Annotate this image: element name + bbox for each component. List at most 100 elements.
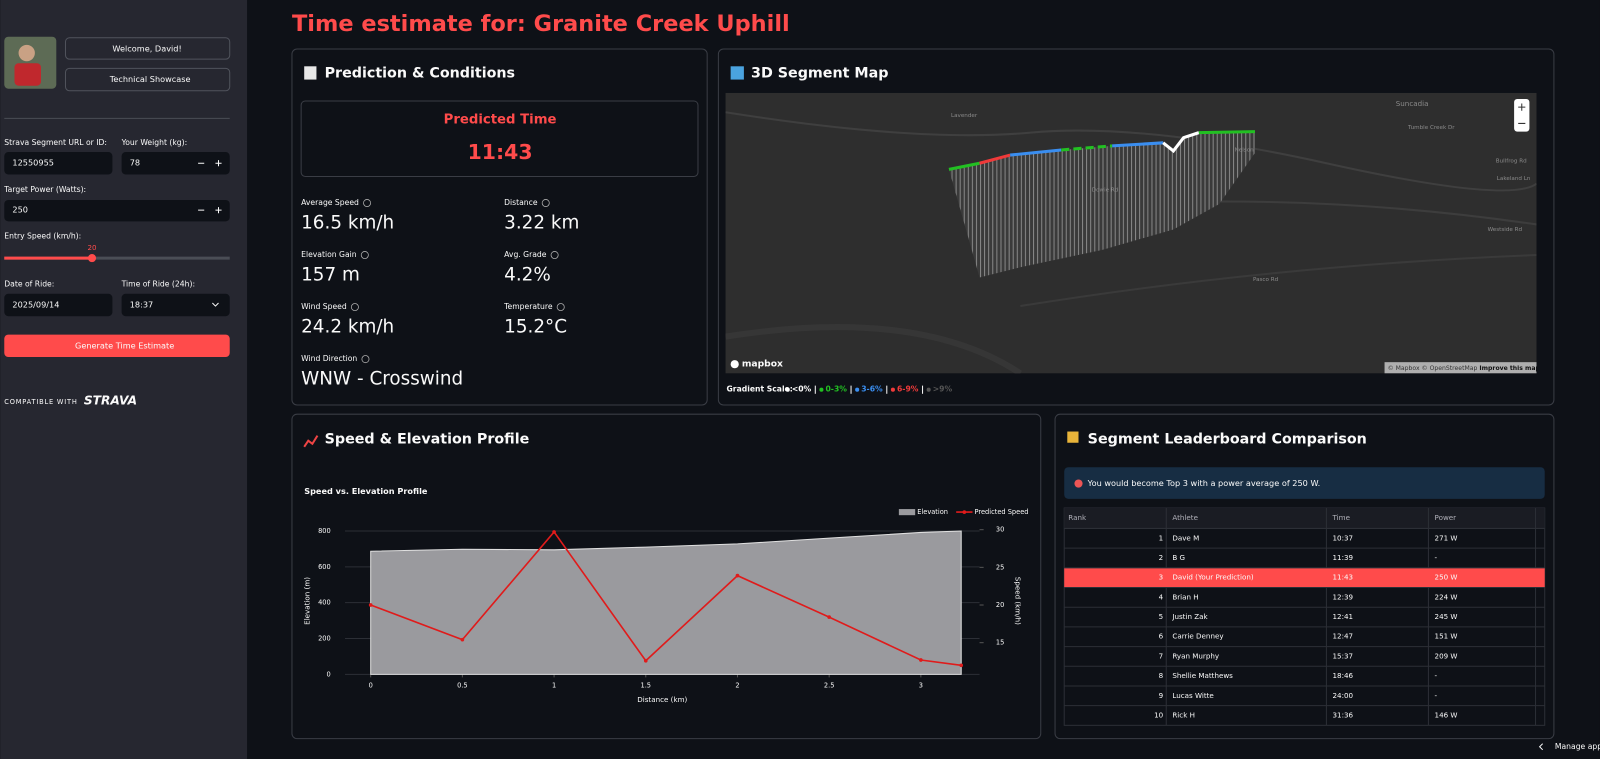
highlight-row: [1064, 567, 1545, 588]
showcase-text: Technical Showcase: [109, 74, 191, 84]
manage-chevron: [1538, 743, 1544, 751]
y-tick-label: 800: [318, 527, 331, 535]
predicted-value: 11:43: [468, 140, 533, 164]
legend-label: Predicted Speed: [975, 508, 1029, 516]
legend-swatch: [962, 510, 967, 514]
y-tick-label: 0: [327, 670, 331, 678]
panel-title: 3D Segment Map: [751, 65, 888, 81]
map-ridge: [725, 324, 1023, 374]
x-tick-label: 1: [552, 682, 556, 690]
panel-icon: [303, 435, 319, 448]
metric-value: 15.2°C: [504, 316, 567, 337]
y2-tick-label: 15: [996, 639, 1004, 647]
table-cell: 12:47: [1333, 632, 1354, 641]
table-cell: Dave M: [1172, 533, 1199, 542]
scale-swatch: [785, 387, 790, 392]
help-icon: [550, 251, 559, 260]
table-frame: [1063, 507, 1546, 726]
chart-title: Speed vs. Elevation Profile: [304, 486, 428, 496]
y2-axis-title: Speed (km/h): [1013, 577, 1022, 625]
panel-title: Prediction & Conditions: [325, 65, 515, 81]
speed-point: [959, 663, 964, 668]
table-cell: 18:46: [1333, 671, 1354, 680]
table-cell: 10:37: [1333, 533, 1354, 542]
panel-title: Segment Leaderboard Comparison: [1088, 432, 1367, 448]
power-input[interactable]: [4, 199, 230, 222]
route: [1061, 144, 1113, 152]
map-label: Nelson: [1235, 147, 1255, 153]
page-title: Time estimate for: Granite Creek Uphill: [292, 11, 790, 37]
x-tick-label: 3: [919, 682, 923, 690]
x-tick-label: 1.5: [640, 682, 651, 690]
table-cell: 4: [1159, 592, 1164, 601]
info-message: You would become Top 3 with a power aver…: [1087, 478, 1321, 488]
table-cell: Carrie Denney: [1172, 632, 1223, 641]
stepper[interactable]: [198, 160, 222, 167]
improve-link[interactable]: Improve this map: [1479, 365, 1540, 372]
metric-label: Elevation Gain: [301, 250, 357, 259]
metrics: Average Speed 16.5 km/h Distance 3.22 km Ele…: [301, 198, 579, 389]
gradient-scale: Gradient Scale: <0% 0-3% 3-6% 6-9% >9%: [727, 385, 952, 394]
table-cell: 11:39: [1333, 553, 1354, 562]
table-cell: -: [1435, 671, 1438, 680]
table-cell: 12:39: [1333, 592, 1354, 601]
table-cell: 224 W: [1435, 592, 1458, 601]
table-cell: Lucas Witte: [1172, 691, 1213, 700]
table-cell: 250 W: [1435, 573, 1458, 582]
slider-thumb[interactable]: [87, 254, 97, 263]
field-label: Strava Segment URL or ID:: [4, 138, 107, 147]
route: [948, 161, 980, 171]
help-icon: [361, 355, 370, 364]
x-tick-label: 2: [735, 682, 739, 690]
speed-point: [368, 603, 373, 607]
date-input[interactable]: [4, 293, 113, 317]
speed-point: [643, 658, 648, 663]
sidebar: [0, 0, 248, 759]
table-cell: 271 W: [1435, 533, 1458, 542]
stepper[interactable]: [198, 207, 222, 214]
help-icon: [541, 199, 550, 207]
elevation-area: [370, 530, 962, 675]
route: [1112, 141, 1164, 148]
table-cell: -: [1435, 553, 1438, 562]
table-cell: 24:00: [1333, 691, 1354, 700]
generate-button[interactable]: [4, 334, 230, 358]
segment-input[interactable]: [4, 152, 113, 175]
table-cell: 2: [1159, 553, 1164, 562]
field-value: 18:37: [130, 300, 154, 310]
table-header: [1064, 508, 1545, 529]
table-cell: Justin Zak: [1171, 612, 1208, 621]
zoom-control[interactable]: [1514, 98, 1530, 132]
field-value: 250: [12, 205, 28, 215]
legend-label: Elevation: [917, 508, 948, 516]
map-label: Westside Rd: [1488, 227, 1523, 233]
manage-app[interactable]: Manage app: [1555, 742, 1600, 751]
table-cell: 10: [1154, 710, 1164, 719]
route: [979, 153, 1011, 165]
showcase-button[interactable]: [64, 67, 231, 92]
predicted-label: Predicted Time: [444, 112, 557, 127]
map-label: Suncadia: [1396, 99, 1429, 108]
weight-input[interactable]: [121, 152, 230, 175]
scale-item: 3-6%: [861, 385, 883, 394]
field-value: 2025/09/14: [12, 300, 59, 310]
predicted-box: [300, 100, 699, 177]
metric-value: 3.22 km: [504, 212, 579, 233]
chart: 0 200 400 600 800 15 20 25 30 0 0.5 1 1.5 2 2.5 3 Distan…: [302, 508, 1028, 704]
x-tick-label: 2.5: [824, 682, 835, 690]
time-input[interactable]: [121, 293, 230, 317]
y-tick-label: 200: [318, 634, 331, 642]
column-header: Time: [1332, 513, 1350, 522]
welcome-button[interactable]: [64, 37, 231, 60]
help-icon: [363, 199, 372, 207]
y2-tick-label: 30: [996, 526, 1004, 534]
map-label: Tumble Creek Dr: [1407, 125, 1455, 131]
table-cell: Brian H: [1172, 592, 1198, 601]
y-axis-title: Elevation (m): [302, 577, 311, 625]
leaderboard-table: Rank Athlete Time Power 1 Dave M 10:37 271 W 2 B …: [1063, 507, 1546, 726]
field-value: 78: [130, 158, 140, 168]
metric-label: Temperature: [503, 302, 553, 311]
speed-point: [919, 658, 923, 662]
map[interactable]: Lavender Nelson Suncadia Tumble Creek Dr…: [725, 92, 1541, 374]
